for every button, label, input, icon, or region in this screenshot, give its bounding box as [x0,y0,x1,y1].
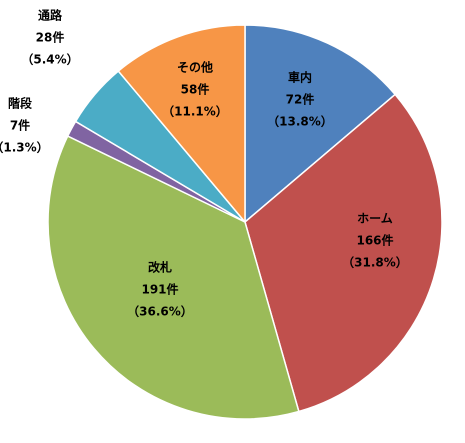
pie-slice [47,135,300,420]
percent-label: （31.8%） [342,255,408,270]
value-label: 7件 [10,118,30,133]
value-label: 58件 [181,82,210,97]
percent-label: （13.8%） [267,114,333,129]
slice-label: 車内 [288,70,312,85]
slice-label: 改札 [148,260,172,275]
value-label: 72件 [286,92,315,107]
pie-slice [244,24,397,224]
value-label: 191件 [141,282,178,297]
slice-label: ホーム [357,212,393,226]
slice-label: 通路 [38,8,63,23]
slice-label: 階段 [8,96,33,111]
slice-label: その他 [177,60,213,75]
percent-label: （1.3%） [0,140,49,155]
percent-label: （11.1%） [162,104,228,119]
pie-slice [117,24,246,225]
value-label: 166件 [356,233,393,248]
value-label: 28件 [36,30,65,45]
percent-label: （5.4%） [21,52,78,67]
percent-label: （36.6%） [127,304,193,319]
pie-slice [244,93,443,413]
